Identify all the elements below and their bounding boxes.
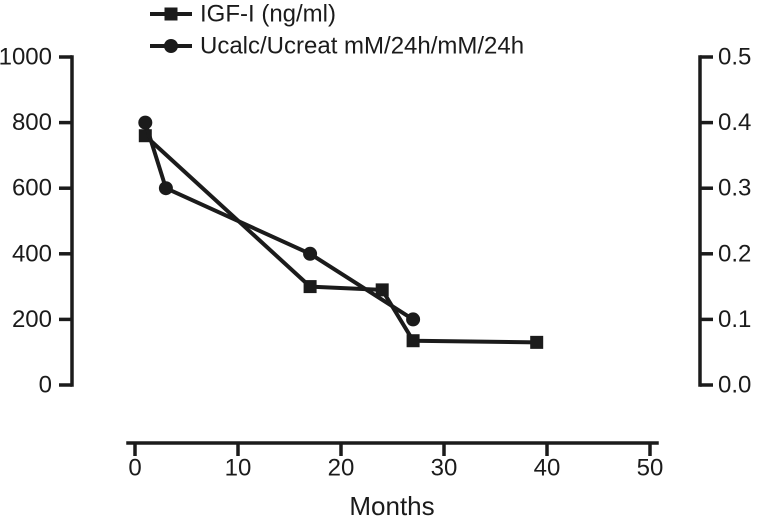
series-line-0 (143, 134, 537, 345)
square-marker-icon (303, 280, 317, 294)
x-tick-label: 10 (225, 455, 252, 482)
x-tick-label: 40 (534, 455, 561, 482)
right-y-tick-label: 0.0 (718, 372, 751, 399)
circle-marker-icon (158, 181, 173, 196)
chart-legend: IGF-I (ng/ml) Ucalc/Ucreat mM/24h/mM/24h (150, 1, 524, 60)
x-tick-label: 20 (328, 455, 355, 482)
square-marker-icon (530, 335, 544, 349)
legend-item-ucalc: Ucalc/Ucreat mM/24h/mM/24h (150, 33, 524, 60)
x-tick-label: 0 (128, 455, 141, 482)
left-y-tick-label: 800 (12, 109, 52, 136)
right-y-tick-label: 0.3 (718, 175, 751, 202)
x-tick-label: 30 (431, 455, 458, 482)
right-y-tick-label: 0.1 (718, 306, 751, 333)
circle-marker-icon (303, 246, 318, 261)
plot-area: 0 200 400 600 800 1000 0.0 0.1 0.2 0.3 0.4 0.5 0 10 20… (0, 44, 751, 482)
square-marker-icon (375, 283, 389, 297)
left-y-tick-label: 400 (12, 240, 52, 267)
circle-marker-icon (406, 312, 421, 327)
square-marker-icon (164, 7, 178, 21)
right-y-tick-label: 0.4 (718, 109, 751, 136)
x-tick-label: 50 (637, 455, 664, 482)
circle-marker-icon (138, 115, 153, 130)
left-y-tick-label: 0 (39, 372, 52, 399)
left-y-tick-label: 1000 (0, 44, 52, 71)
series-line-1 (143, 122, 415, 322)
legend-item-igf: IGF-I (ng/ml) (150, 1, 336, 28)
legend-label-ucalc: Ucalc/Ucreat mM/24h/mM/24h (200, 33, 524, 60)
square-marker-icon (406, 334, 420, 348)
legend-label-igf: IGF-I (ng/ml) (200, 1, 336, 28)
circle-marker-icon (164, 39, 178, 53)
right-y-tick-label: 0.2 (718, 240, 751, 267)
x-axis-title: Months (349, 491, 434, 521)
left-y-tick-label: 600 (12, 175, 52, 202)
left-y-tick-label: 200 (12, 306, 52, 333)
right-y-tick-label: 0.5 (718, 44, 751, 71)
